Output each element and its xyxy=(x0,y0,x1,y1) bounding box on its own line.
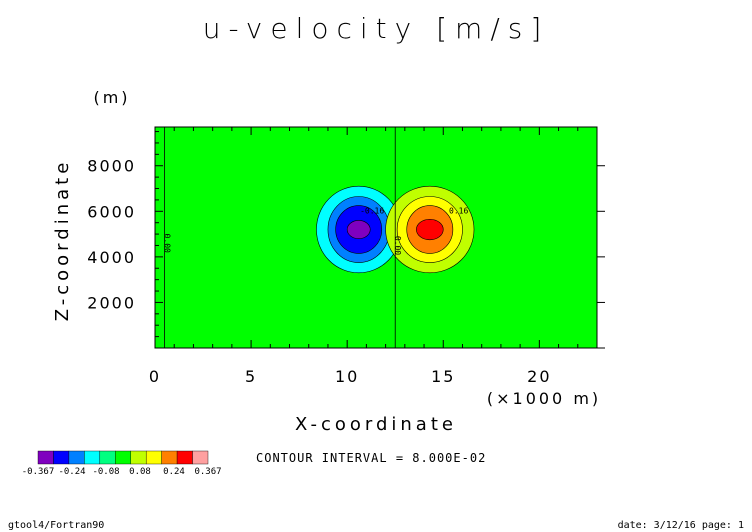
x-tick-label: 10 xyxy=(335,367,359,386)
colorbar-swatch xyxy=(115,450,131,465)
colorbar-swatch xyxy=(99,450,116,465)
axes: 0 5 10 15 20 2000 4000 6000 8000 xyxy=(87,126,605,386)
contour-label: 0.16 xyxy=(449,207,468,216)
y-tick-label: 2000 xyxy=(87,293,136,312)
colorbar-label: -0.367 xyxy=(22,467,55,477)
x-axis-label: X-coordinate xyxy=(295,414,457,435)
footer-right: date: 3/12/16 page: 1 xyxy=(618,520,744,531)
y-tick-label: 8000 xyxy=(87,157,136,176)
colorbar-swatch xyxy=(84,450,101,465)
chart-title: u-velocity [m/s] xyxy=(203,12,550,45)
colorbar-swatch xyxy=(145,450,162,465)
colorbar-label: -0.24 xyxy=(58,467,85,477)
contour-band xyxy=(416,218,444,241)
colorbar-label: -0.08 xyxy=(92,467,119,477)
contour-interval-label: CONTOUR INTERVAL = 8.000E-02 xyxy=(256,451,486,465)
plot-area: 0.00 0.00 -0.16 0.16 xyxy=(155,127,597,348)
colorbar-swatch xyxy=(53,450,70,465)
footer-left: gtool4/Fortran90 xyxy=(8,520,104,531)
positive-vortex xyxy=(385,185,475,274)
colorbar: -0.367 -0.24 -0.08 0.08 0.24 0.367 xyxy=(22,450,222,477)
colorbar-label: 0.08 xyxy=(129,467,151,477)
contour-label: -0.16 xyxy=(360,207,384,216)
y-tick-label: 4000 xyxy=(87,248,136,267)
contour-label: 0.00 xyxy=(393,236,402,255)
contour-band xyxy=(346,220,371,239)
x-tick-label: 20 xyxy=(527,367,551,386)
colorbar-label: 0.367 xyxy=(194,467,221,477)
x-tick-label: 5 xyxy=(245,367,257,386)
y-axis-label: Z-coordinate xyxy=(52,159,73,322)
colorbar-swatch xyxy=(37,450,54,465)
colorbar-swatch xyxy=(176,450,193,465)
negative-vortex xyxy=(316,185,402,274)
x-unit-label: (×1000 m) xyxy=(487,389,601,408)
colorbar-swatch xyxy=(161,450,178,465)
colorbar-swatch xyxy=(68,450,85,465)
plot-frame xyxy=(154,126,598,349)
colorbar-swatch xyxy=(130,450,147,465)
colorbar-swatch xyxy=(192,450,209,465)
x-tick-label: 15 xyxy=(431,367,455,386)
colorbar-label: 0.24 xyxy=(163,467,185,477)
y-tick-label: 6000 xyxy=(87,202,136,221)
contour-label: 0.00 xyxy=(163,234,172,253)
y-unit-label: (m) xyxy=(93,88,130,107)
x-tick-label: 0 xyxy=(149,367,161,386)
